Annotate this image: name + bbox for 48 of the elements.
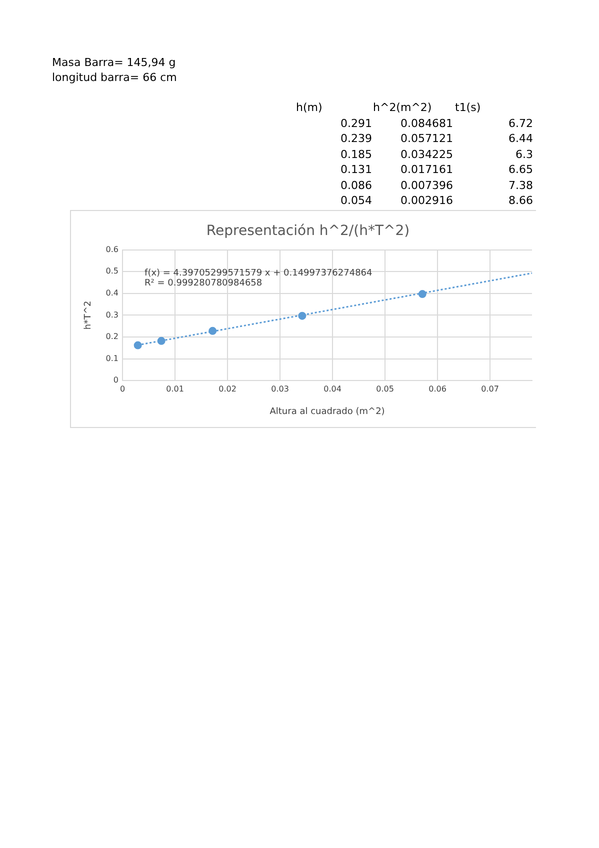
y-tick-label: 0.6 (106, 244, 119, 254)
chart-title: Representación h^2/(h*T^2) (206, 223, 410, 240)
y-tick-label: 0.4 (106, 288, 119, 298)
text: 0.185 (340, 148, 372, 160)
point (134, 341, 142, 350)
text: 0.054 (340, 194, 372, 207)
text: 0.239 (340, 132, 372, 145)
x-tick-label: 0.05 (376, 384, 394, 394)
y-tick-label: 0.1 (106, 354, 119, 363)
text: h^2(m^2) (373, 101, 432, 114)
text: 0.084681 (400, 116, 453, 130)
y-tick-label: 0.5 (106, 266, 119, 276)
text: Masa Barra= 145,94 g (52, 56, 176, 69)
text: longitud barra= 66 cm (52, 71, 177, 84)
y-tick-label: 0 (113, 376, 119, 385)
annotation: f(x) = 4.39705299571579 x + 0.14997376274864 (144, 268, 373, 279)
text: 6.72 (508, 116, 533, 130)
x-tick-label: 0.07 (481, 384, 499, 394)
text: h(m) (296, 101, 322, 114)
y-tick-label: 0.3 (106, 310, 119, 320)
text: 7.38 (508, 178, 533, 192)
text: 0.086 (340, 178, 372, 192)
point (157, 336, 166, 345)
text: t1(s) (455, 101, 481, 114)
text: 0.291 (340, 116, 372, 130)
text: 6.3 (514, 148, 533, 160)
text: 0.131 (340, 163, 372, 176)
x-tick-label: 0 (120, 384, 126, 394)
text: 0.007396 (400, 178, 453, 192)
text: 0.002916 (400, 194, 453, 207)
y-axis-title: h*T^2 (84, 300, 94, 330)
x-tick-label: 0.02 (218, 384, 236, 394)
x-tick-label: 0.04 (324, 384, 342, 394)
text: 8.66 (508, 194, 533, 207)
x-tick-label: 0.03 (271, 384, 289, 394)
point (418, 290, 426, 298)
text: 0.017161 (400, 163, 453, 176)
text: 6.44 (508, 132, 533, 145)
x-tick-label: 0.06 (428, 384, 446, 394)
text: 0.057121 (400, 132, 453, 145)
annotation: R² = 0.999280780984658 (144, 278, 262, 289)
point (298, 312, 306, 320)
x-axis-title: Altura al cuadrado (m^2) (270, 406, 385, 417)
point (208, 326, 217, 335)
text: 0.034225 (400, 148, 453, 160)
x-tick-label: 0.01 (166, 384, 184, 394)
y-tick-label: 0.2 (106, 332, 119, 342)
text: 6.65 (508, 163, 533, 176)
